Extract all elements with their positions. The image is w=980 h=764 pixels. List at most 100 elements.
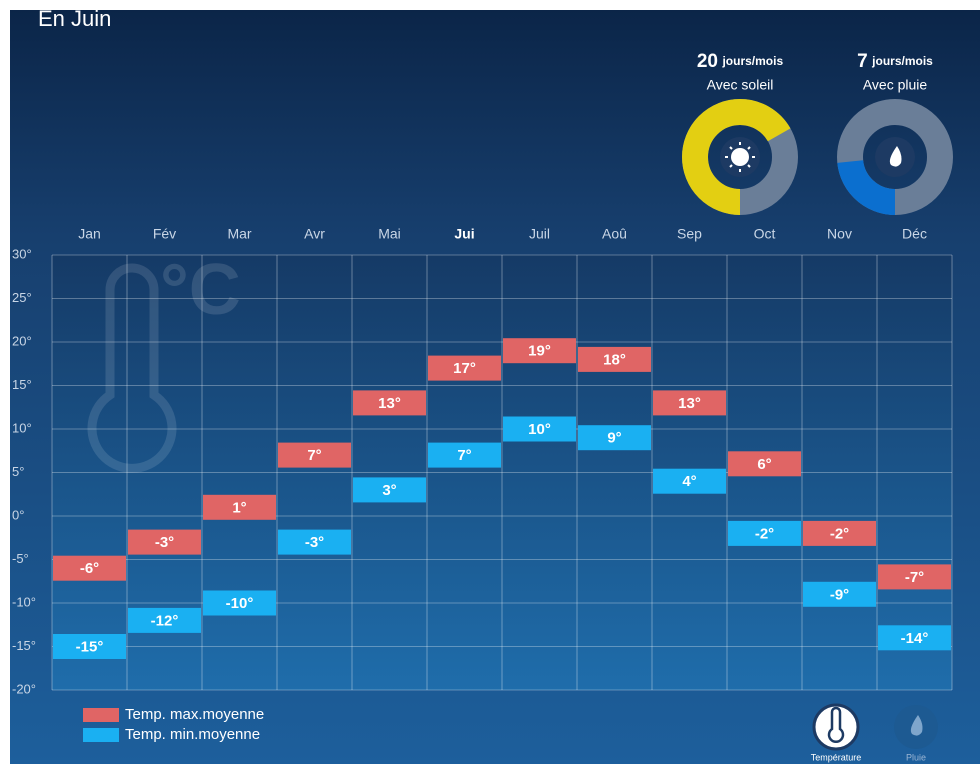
x-tick-label: Aoû: [602, 226, 627, 242]
value-label: -10°: [226, 595, 254, 612]
value-label: -12°: [151, 612, 179, 629]
y-tick-label: -10°: [12, 594, 36, 609]
stat-label: Avec soleil: [707, 77, 774, 93]
temperature-box: [203, 590, 276, 616]
value-label: 4°: [682, 473, 696, 490]
value-label: 13°: [378, 395, 401, 412]
legend-label: Temp. max.moyenne: [125, 706, 264, 723]
temperature-box: [728, 451, 801, 477]
legend-swatch: [83, 728, 119, 742]
x-tick-label: Déc: [902, 226, 927, 242]
temperature-box: [428, 442, 501, 468]
stat-unit: jours/mois: [871, 54, 933, 68]
value-label: 10°: [528, 421, 551, 438]
stat-value: 20 jours/mois: [697, 51, 784, 72]
x-tick-label: Jan: [78, 226, 101, 242]
value-label: -6°: [80, 560, 99, 577]
temperature-box: [53, 634, 126, 659]
temperature-box: [278, 442, 351, 468]
y-tick-label: -20°: [12, 681, 36, 696]
value-label: 9°: [607, 430, 621, 447]
rain-button[interactable]: Pluie: [894, 705, 938, 762]
x-tick-label: Mar: [227, 226, 251, 242]
temperature-box: [428, 355, 501, 381]
watermark-icon: [87, 263, 177, 473]
y-tick-label: -15°: [12, 638, 36, 653]
temperature-box: [728, 520, 801, 546]
thermometer-icon: [827, 706, 845, 743]
value-label: 3°: [382, 482, 396, 499]
y-tick-label: 5°: [12, 464, 24, 479]
ring-arc: [682, 99, 798, 215]
stat-value: 7 jours/mois: [857, 51, 933, 72]
title: En Juin: [38, 6, 111, 31]
x-tick-label: Avr: [304, 226, 325, 242]
temperature-box: [878, 564, 951, 590]
temperature-box: [578, 425, 651, 451]
temperature-box: [878, 625, 951, 651]
stat-number: 7: [857, 51, 868, 72]
value-label: 13°: [678, 395, 701, 412]
plot-area: [52, 255, 952, 690]
value-label: -14°: [901, 630, 929, 647]
value-label: 7°: [457, 447, 471, 464]
x-tick-label: Juil: [529, 226, 550, 242]
value-label: 17°: [453, 360, 476, 377]
value-label: 1°: [232, 499, 246, 516]
watermark-text: °C: [160, 250, 241, 330]
x-tick-label: Nov: [827, 226, 852, 242]
temperature-box: [278, 529, 351, 555]
y-tick-label: 10°: [12, 420, 32, 435]
x-tick-label: Fév: [153, 226, 176, 242]
rain-icon: [889, 146, 902, 167]
y-tick-label: -5°: [12, 551, 29, 566]
sun-icon: [731, 148, 749, 166]
stat-number: 20: [697, 51, 718, 72]
temperature-box: [53, 555, 126, 581]
y-tick-label: 15°: [12, 377, 32, 392]
temperature-button-circle[interactable]: [812, 703, 860, 751]
temperature-box: [503, 416, 576, 442]
button-label: Température: [811, 752, 862, 762]
button-label: Pluie: [906, 752, 926, 762]
temperature-box: [353, 477, 426, 503]
value-label: -3°: [155, 534, 174, 551]
legend-label: Temp. min.moyenne: [125, 726, 260, 743]
value-label: -3°: [305, 534, 324, 551]
value-label: -7°: [905, 569, 924, 586]
x-tick-label: Oct: [754, 226, 776, 242]
x-tick-label: Mai: [378, 226, 401, 242]
temperature-box: [503, 338, 576, 364]
drop-icon: [910, 715, 923, 736]
value-label: 6°: [757, 456, 771, 473]
value-label: -2°: [755, 525, 774, 542]
value-label: -2°: [830, 525, 849, 542]
temperature-box: [203, 494, 276, 520]
value-label: 19°: [528, 343, 551, 360]
y-tick-label: 20°: [12, 333, 32, 348]
stat-unit: jours/mois: [721, 54, 783, 68]
value-label: 18°: [603, 351, 626, 368]
value-label: -9°: [830, 586, 849, 603]
x-tick-label: Sep: [677, 226, 702, 242]
y-tick-label: 30°: [12, 246, 32, 261]
y-tick-label: 25°: [12, 290, 32, 305]
x-tick-label: Jui: [454, 226, 474, 242]
temperature-box: [653, 390, 726, 416]
legend-swatch: [83, 708, 119, 722]
sun-rays: [725, 142, 755, 172]
temperature-box: [653, 468, 726, 494]
value-label: -15°: [76, 638, 104, 655]
temperature-box: [353, 390, 426, 416]
temperature-button[interactable]: Température: [811, 703, 862, 762]
temperature-box: [578, 346, 651, 372]
temperature-box: [128, 529, 201, 555]
temperature-box: [803, 520, 876, 546]
temperature-box: [128, 607, 201, 633]
y-tick-label: 0°: [12, 507, 24, 522]
stat-label: Avec pluie: [863, 77, 928, 93]
temperature-box: [803, 581, 876, 607]
ring-arc: [837, 99, 953, 215]
value-label: 7°: [307, 447, 321, 464]
